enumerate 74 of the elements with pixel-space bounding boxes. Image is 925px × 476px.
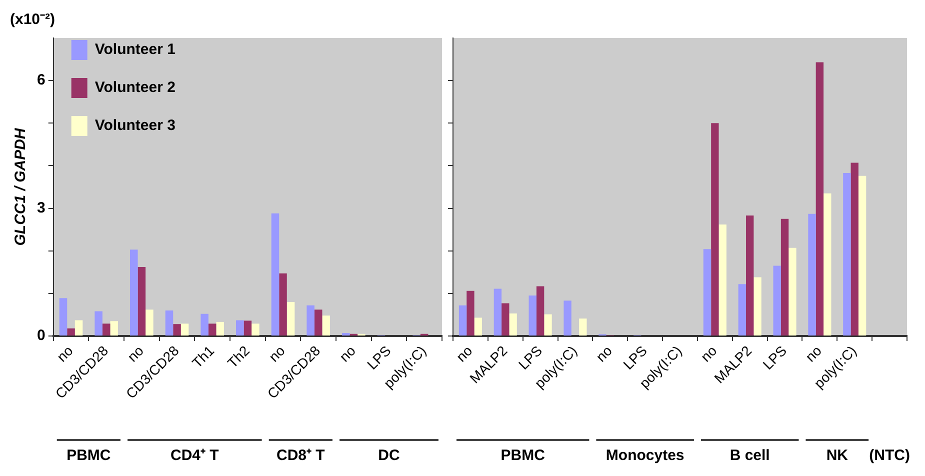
bar — [466, 290, 474, 336]
bar — [494, 288, 502, 336]
bar — [200, 314, 208, 336]
bar — [780, 218, 789, 336]
bar — [102, 324, 110, 336]
text: CD4⁺ T — [170, 447, 219, 464]
bar — [94, 311, 102, 336]
bar — [858, 176, 866, 336]
bar — [130, 250, 138, 336]
bar — [244, 320, 252, 336]
legend-label: Volunteer 3 — [94, 117, 176, 134]
bar — [738, 284, 746, 336]
bar — [536, 286, 544, 336]
text: (x10⁻²) — [10, 11, 56, 28]
x-tick-label: Th1 — [188, 342, 218, 371]
bar — [208, 324, 216, 336]
bar — [850, 162, 858, 336]
bar — [314, 310, 322, 336]
x-tick-label: no — [452, 342, 476, 365]
bar — [252, 324, 260, 336]
text: Monocytes — [606, 447, 684, 464]
bar — [74, 320, 83, 336]
bar — [528, 296, 536, 336]
text: PBMC — [66, 447, 111, 464]
bar — [322, 316, 330, 336]
bar — [773, 266, 781, 336]
bar — [754, 277, 762, 336]
text: B cell — [730, 447, 770, 464]
bar — [843, 172, 851, 336]
text: NK — [826, 447, 848, 464]
bar — [718, 224, 726, 336]
bar — [711, 123, 719, 336]
bar — [474, 318, 482, 336]
bar — [502, 303, 510, 336]
x-tick-label: no — [592, 342, 616, 365]
bar — [564, 300, 572, 336]
x-tick-label: no — [697, 342, 720, 365]
bar — [286, 302, 295, 336]
text: (NTC) — [869, 447, 910, 464]
bar — [306, 305, 314, 336]
y-axis-title: GLCC1 / GAPDH — [12, 127, 30, 246]
bar — [67, 328, 75, 336]
bar — [458, 305, 467, 336]
bar — [271, 213, 280, 336]
bar — [544, 314, 552, 336]
bar — [146, 310, 154, 336]
bar — [788, 248, 796, 336]
text: PBMC — [500, 447, 546, 464]
bar — [110, 321, 118, 336]
bar — [173, 324, 181, 336]
bar — [509, 313, 517, 336]
bar — [824, 193, 832, 336]
text: DC — [378, 447, 400, 464]
y-tick-label: 0 — [37, 327, 46, 344]
bar — [746, 216, 754, 336]
bar — [236, 320, 244, 336]
bar — [816, 62, 824, 336]
x-tick-label: LPS — [760, 342, 790, 373]
text: CD8⁺ T — [276, 447, 325, 464]
bar — [579, 318, 587, 336]
legend-label: Volunteer 1 — [94, 41, 176, 58]
bar — [808, 214, 816, 336]
x-tick-label: no — [336, 342, 359, 365]
bar — [165, 310, 174, 336]
bar — [59, 298, 68, 336]
legend-label: Volunteer 2 — [94, 79, 176, 96]
x-tick-label: Th2 — [224, 342, 253, 371]
bar — [138, 267, 146, 336]
bar — [279, 273, 287, 336]
bar — [216, 322, 224, 336]
y-tick-label: 6 — [37, 72, 46, 89]
y-tick-label: 3 — [37, 199, 46, 216]
bar — [703, 249, 712, 336]
bar — [180, 324, 189, 336]
